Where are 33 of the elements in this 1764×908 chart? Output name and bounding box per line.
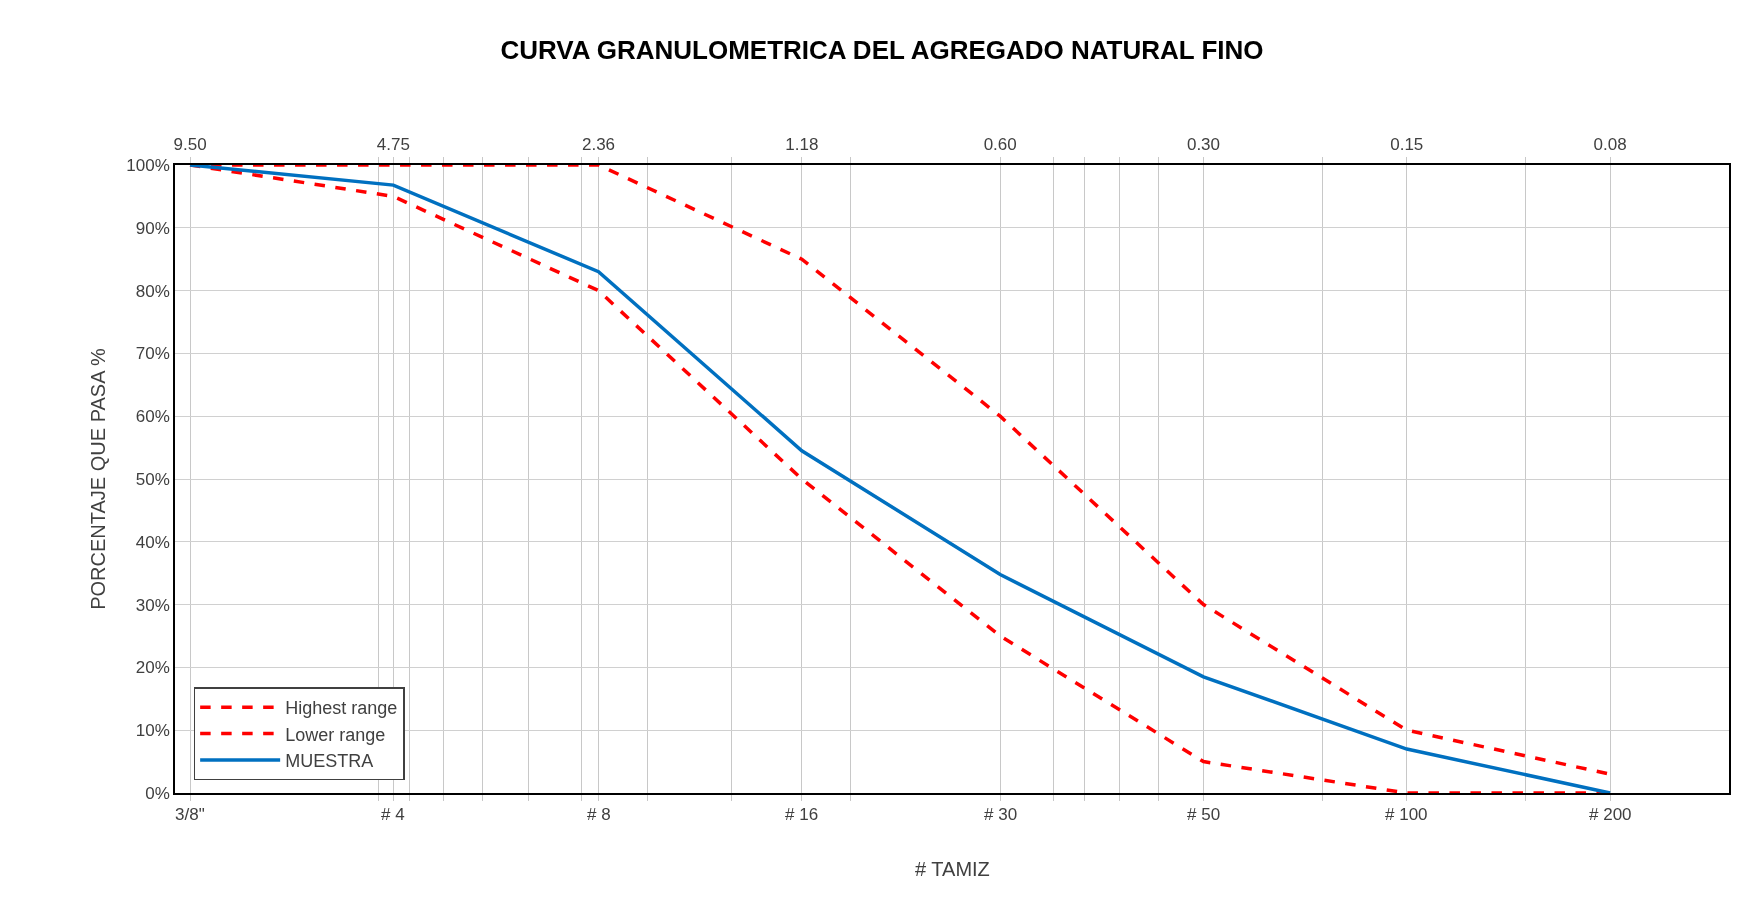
text: # 30 — [984, 805, 1018, 824]
text: # 50 — [1187, 805, 1221, 824]
x-tick-label: 4.75 — [376, 135, 410, 155]
legend-label: Highest range — [285, 698, 398, 719]
y-tick-label: 80% — [135, 281, 170, 301]
y-tick-label: 50% — [135, 469, 170, 489]
x-tick-label: 9.50 — [173, 135, 207, 155]
text: # 200 — [1589, 805, 1632, 824]
x-tick-label: 0.15 — [1390, 135, 1424, 155]
chart-title: CURVA GRANULOMETRICA DEL AGREGADO NATURAL FINO — [500, 35, 1264, 66]
legend-label: MUESTRA — [285, 750, 374, 771]
x-tick-label: 2.36 — [581, 135, 616, 155]
y-tick-label: 20% — [135, 658, 170, 678]
x-tick-label: 0.30 — [1186, 135, 1221, 155]
text: 3/8" — [175, 805, 205, 824]
y-tick-label: 90% — [135, 218, 170, 238]
y-tick-label: 40% — [135, 532, 170, 552]
y-tick-label: 0% — [145, 783, 170, 803]
y-axis-title: PORCENTAJE QUE PASA % — [87, 348, 110, 610]
x-axis-title: # TAMIZ — [915, 858, 990, 880]
x-tick-label: 0.60 — [983, 135, 1017, 155]
y-tick-label: 60% — [135, 407, 170, 427]
x-tick-label: 1.18 — [785, 135, 819, 155]
text: # 16 — [785, 805, 819, 824]
y-tick-label: 30% — [135, 595, 170, 615]
y-tick-label: 10% — [135, 721, 170, 741]
legend-label: Lower range — [285, 724, 386, 745]
text: # 4 — [381, 805, 405, 824]
text: # 8 — [587, 805, 611, 824]
y-tick-label: 70% — [135, 344, 170, 364]
y-tick-label: 100% — [126, 155, 170, 175]
text: # 100 — [1385, 805, 1428, 824]
x-tick-label: 0.08 — [1593, 135, 1627, 155]
